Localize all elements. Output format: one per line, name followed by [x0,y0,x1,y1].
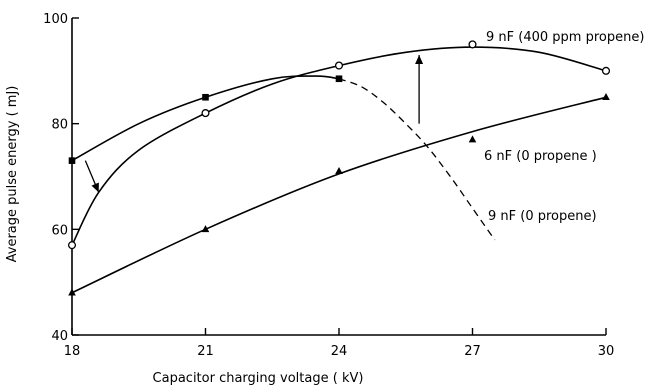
data-point-triangle [68,288,76,296]
data-point-triangle [335,167,343,175]
series-label-3: 9 nF (0 propene) [488,209,597,224]
x-tick-label: 21 [197,344,214,359]
annotation-arrow [415,54,424,124]
series [67,40,611,296]
x-tick-label: 30 [598,344,615,359]
y-axis-title: Average pulse energy ( mJ) [5,86,20,263]
data-point-square [68,157,76,164]
series-line [71,75,340,162]
x-axis-title: Capacitor charging voltage ( kV) [153,371,364,386]
data-point-square [335,75,343,83]
y-tick-label: 80 [51,118,68,133]
series-line [71,96,607,294]
ticks: 18 21 24 27 30 40 60 80 100 [43,12,614,359]
x-tick-label: 24 [331,344,348,359]
series-3 [68,75,496,241]
series-1 [67,40,611,250]
y-tick-label: 100 [43,12,68,27]
data-point-circle [601,66,611,75]
arrow-head [91,182,99,193]
x-tick-label: 18 [64,344,81,359]
series-2 [68,93,610,296]
series-labels: 9 nF (400 ppm propene) 6 nF (0 propene ) 9… [484,30,644,224]
series-line-dashed [338,78,496,241]
data-point-triangle [602,93,610,101]
data-point-circle [201,109,210,118]
data-point-square [202,93,209,101]
annotations [84,54,424,193]
annotation-arrow [84,160,100,193]
data-point-triangle [201,225,210,233]
data-point-circle [468,40,477,49]
data-point-circle [334,61,344,70]
series-label-2: 6 nF (0 propene ) [484,149,597,164]
data-point-circle [67,241,77,250]
y-tick-label: 40 [51,329,68,344]
data-point-triangle [468,135,477,143]
x-tick-label: 27 [464,344,481,359]
series-label-1: 9 nF (400 ppm propene) [486,30,644,45]
series-line [71,46,607,246]
arrow-head [415,54,424,64]
y-tick-label: 60 [51,223,68,238]
